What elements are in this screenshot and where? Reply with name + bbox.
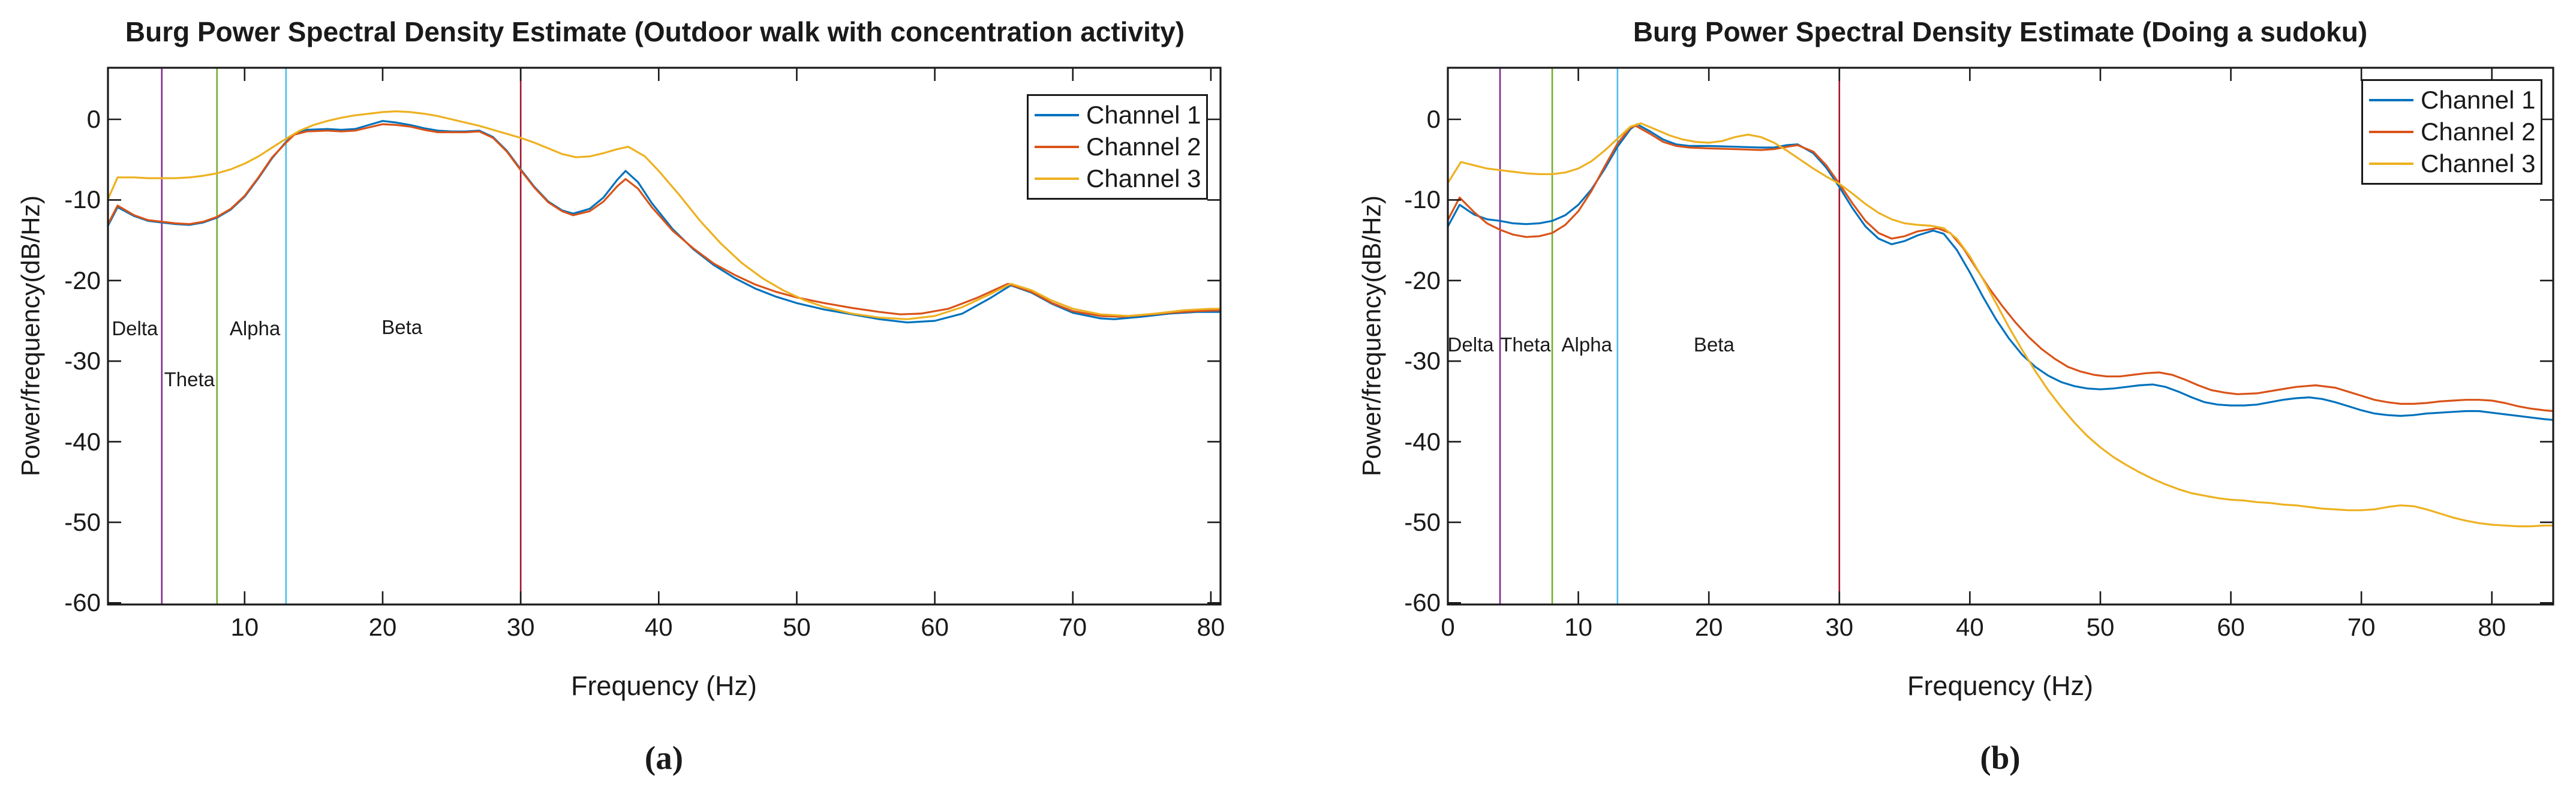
panel-b-legend-line-channel-1 [2369, 99, 2413, 102]
panel-a-xtick-label: 70 [1059, 613, 1087, 641]
panel-b-band-label-beta: Beta [1693, 333, 1735, 356]
panel-b-xlabel: Frequency (Hz) [1907, 670, 2094, 701]
panel-b-legend-line-channel-3 [2369, 162, 2413, 165]
panel-a-axes-box [107, 67, 1222, 606]
panel-b-band-label-delta: Delta [1447, 333, 1494, 356]
panel-a-band-label-alpha: Alpha [229, 317, 281, 340]
panel-a-legend: Channel 1 Channel 2 Channel 3 [1027, 94, 1208, 200]
panel-a-ytick-label: -40 [64, 427, 101, 456]
panel-a-legend-row-channel-2: Channel 2 [1029, 133, 1206, 161]
panel-b-series-channel-2 [1447, 125, 2554, 413]
panel-b-band-label-alpha: Alpha [1561, 333, 1612, 356]
panel-a-ytick-label: -50 [64, 507, 101, 536]
panel-b-title: Burg Power Spectral Density Estimate (Do… [1633, 16, 2368, 47]
panel-b-legend-row-channel-2: Channel 2 [2363, 118, 2541, 146]
panel-b-xtick-label: 20 [1694, 613, 1723, 641]
panel-a-ytick-label: -10 [64, 185, 101, 214]
panel-b-caption: (b) [1980, 739, 2021, 776]
panel-b-ytick-label: -50 [1404, 507, 1441, 536]
panel-a-xtick-label: 30 [506, 613, 535, 641]
panel-b-ylabel: Power/frequency(dB/Hz) [1357, 195, 1387, 477]
panel-b-ytick-label: -40 [1404, 427, 1441, 456]
panel-b-xtick-label: 10 [1564, 613, 1592, 641]
panel-b-axes-box [1447, 67, 2554, 606]
panel-a-legend-line-channel-2 [1035, 145, 1079, 148]
panel-a-legend-label-channel-1: Channel 1 [1086, 101, 1201, 130]
panel-b-ytick-label: -60 [1404, 588, 1441, 617]
panel-b-ytick-label: -10 [1404, 185, 1441, 214]
panel-a-ytick-label: -20 [64, 266, 101, 294]
panel-a-ytick-label: 0 [86, 105, 101, 133]
panel-b-xtick-label: 80 [2478, 613, 2506, 641]
panel-b-xtick-label: 50 [2086, 613, 2115, 641]
panel-b-legend-label-channel-1: Channel 1 [2421, 86, 2536, 115]
panel-a-xtick-label: 20 [368, 613, 397, 641]
panel-a-xtick-label: 80 [1197, 613, 1225, 641]
panel-a-series-channel-3 [107, 110, 1222, 320]
panel-b-ytick-label: -30 [1404, 347, 1441, 375]
panel-b-xtick-label: 40 [1956, 613, 1984, 641]
panel-b-band-label-theta: Theta [1500, 333, 1551, 356]
panel-a-ytick-label: -30 [64, 347, 101, 375]
panel-a-title: Burg Power Spectral Density Estimate (Ou… [125, 16, 1185, 47]
panel-a-legend-label-channel-3: Channel 3 [1086, 164, 1201, 193]
panel-a-legend-row-channel-3: Channel 3 [1029, 164, 1206, 193]
panel-a-legend-line-channel-3 [1035, 177, 1079, 180]
panel-b-series-channel-3 [1447, 122, 2554, 528]
panel-b-legend-label-channel-3: Channel 3 [2421, 149, 2536, 178]
panel-b-ytick-label: 0 [1426, 105, 1441, 133]
panel-b-legend-row-channel-3: Channel 3 [2363, 149, 2541, 178]
panel-a-band-label-theta: Theta [164, 368, 215, 391]
panel-b-legend: Channel 1 Channel 2 Channel 3 [2361, 79, 2542, 185]
panel-b-legend-label-channel-2: Channel 2 [2421, 117, 2536, 146]
panel-a-band-label-beta: Beta [381, 315, 423, 338]
panel-a-xlabel: Frequency (Hz) [570, 670, 758, 701]
panel-a-caption: (a) [644, 739, 684, 776]
panel-a-legend-label-channel-2: Channel 2 [1086, 132, 1201, 161]
panel-b-xtick-label: 30 [1825, 613, 1854, 641]
panel-a-series-channel-2 [107, 123, 1222, 318]
panel-b-legend-row-channel-1: Channel 1 [2363, 86, 2541, 115]
panel-a-xtick-label: 60 [921, 613, 949, 641]
panel-a-xtick-label: 50 [783, 613, 811, 641]
panel-b-series-channel-1 [1447, 123, 2554, 421]
panel-a-ylabel: Power/frequency(dB/Hz) [16, 195, 46, 477]
panel-a-band-label-delta: Delta [112, 317, 158, 340]
panel-a-legend-row-channel-1: Channel 1 [1029, 101, 1206, 130]
panel-a-xtick-label: 10 [230, 613, 259, 641]
panel-a-ytick-label: -60 [64, 588, 101, 617]
panel-a-legend-line-channel-1 [1035, 114, 1079, 117]
panel-b-legend-line-channel-2 [2369, 130, 2413, 133]
panel-b-xtick-label: 60 [2217, 613, 2245, 641]
panel-a-xtick-label: 40 [644, 613, 673, 641]
panel-b-ytick-label: -20 [1404, 266, 1441, 294]
panel-b-xtick-label: 70 [2347, 613, 2376, 641]
panel-b-xtick-label: 0 [1441, 613, 1455, 641]
